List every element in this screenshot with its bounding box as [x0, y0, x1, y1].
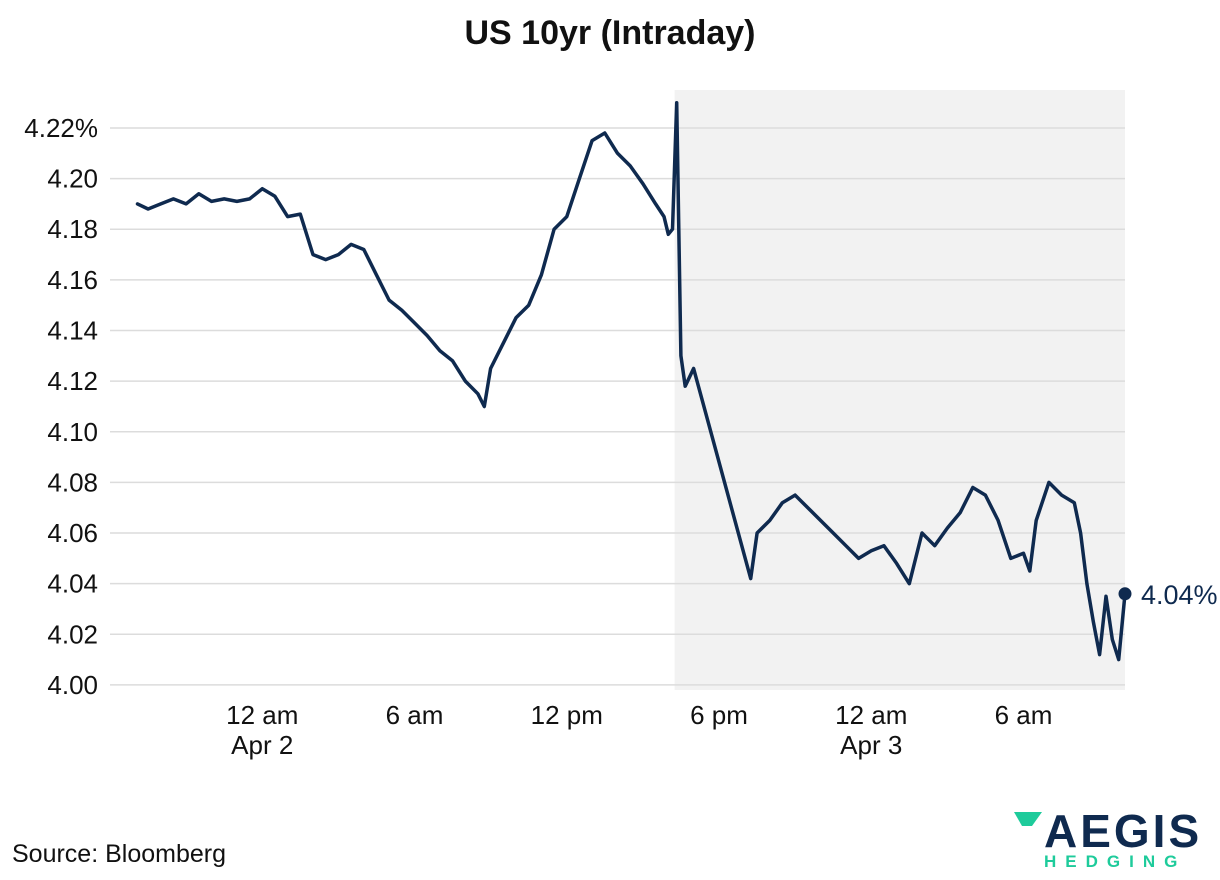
shaded-region: [674, 90, 1125, 690]
x-tick-label: 6 am: [995, 700, 1053, 730]
y-tick-label: 4.12: [47, 366, 98, 396]
y-axis: 4.22% 4.20 4.18 4.16 4.14 4.12 4.10 4.08 4.06 4.0…: [24, 113, 98, 700]
y-tick-label: 4.02: [47, 619, 98, 649]
end-marker-group: 4.04%: [1118, 580, 1218, 610]
source-note: Source: Bloomberg: [12, 840, 227, 868]
series-line: [135, 100, 1127, 662]
x-tick-label: 12 am: [226, 700, 298, 730]
aegis-logo: AEGIS HEDGING: [1014, 808, 1214, 872]
end-point: [1118, 587, 1132, 601]
series-group: [135, 100, 1127, 662]
y-tick-label: 4.18: [47, 214, 98, 244]
y-tick-label: 4.14: [47, 316, 98, 346]
end-value-label: 4.04%: [1141, 580, 1218, 610]
y-tick-label: 4.06: [47, 518, 98, 548]
logo-word: AEGIS: [1044, 805, 1203, 857]
y-tick-label: 4.10: [47, 417, 98, 447]
x-tick-label: 6 am: [386, 700, 444, 730]
x-tick-sublabel: Apr 2: [231, 730, 293, 760]
logo-mark-icon: [1014, 812, 1042, 826]
chart-title: US 10yr (Intraday): [464, 14, 756, 52]
grid-lines: [110, 127, 1125, 686]
logo-subword: HEDGING: [1044, 852, 1187, 871]
y-tick-label: 4.04: [47, 569, 98, 599]
y-tick-label: 4.20: [47, 164, 98, 194]
x-tick-label: 12 pm: [531, 700, 603, 730]
y-tick-label: 4.16: [47, 265, 98, 295]
x-tick-label: 6 pm: [690, 700, 748, 730]
y-tick-label: 4.22%: [24, 113, 98, 143]
x-tick-sublabel: Apr 3: [840, 730, 902, 760]
x-tick-label: 12 am: [835, 700, 907, 730]
y-tick-label: 4.00: [47, 670, 98, 700]
chart-canvas: 4.22% 4.20 4.18 4.16 4.14 4.12 4.10 4.08 4.06 4.0…: [24, 90, 1218, 760]
y-tick-label: 4.08: [47, 467, 98, 497]
